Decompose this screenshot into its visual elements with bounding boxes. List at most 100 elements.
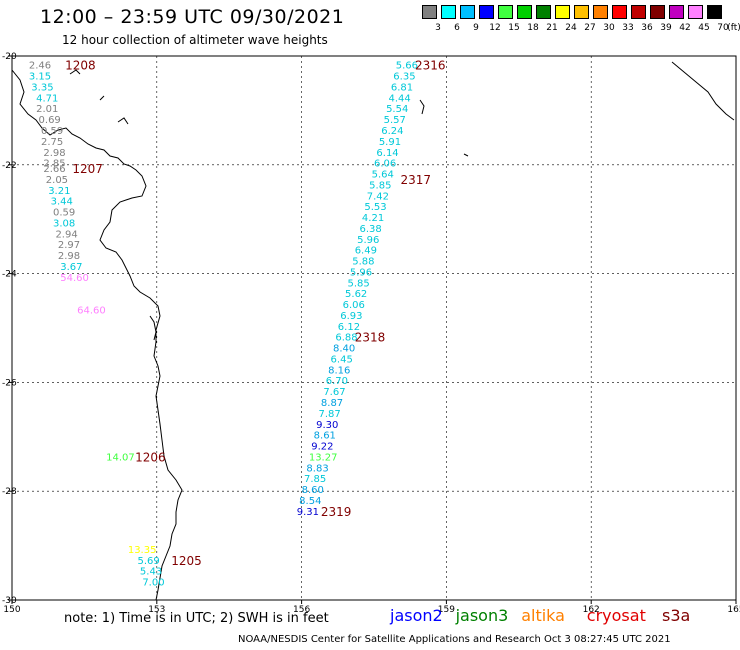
legend-s3a: s3a: [662, 606, 691, 625]
swh-value: 5.85: [347, 278, 369, 289]
swh-value: 5.96: [350, 267, 372, 278]
scale-label: 12: [489, 23, 501, 33]
swh-value: 5.62: [345, 289, 367, 300]
lon-tick-label: 162: [583, 605, 600, 615]
swh-value: 2.75: [41, 137, 63, 148]
units-note: note: 1) Time is in UTC; 2) SWH is in fe…: [64, 611, 329, 626]
altimeter-tracks: 2.463.153.354.712.010.690.592.752.982.85…: [29, 61, 418, 589]
swh-value: 6.45: [331, 354, 353, 365]
swh-value: 6.88: [335, 333, 357, 344]
lon-tick-label: 159: [438, 605, 455, 615]
swh-value: 7.42: [367, 191, 389, 202]
track-id: 1206: [135, 450, 166, 464]
swh-value: 7.85: [304, 474, 326, 485]
track-id: 2319: [321, 505, 352, 519]
swh-value: 5.43: [140, 567, 162, 578]
scale-label: 27: [584, 23, 596, 33]
swh-value: 5.53: [364, 202, 386, 213]
scale-swatch: [441, 5, 456, 19]
scale-swatch: [593, 5, 608, 19]
swh-value: 4.71: [36, 93, 58, 104]
swh-value: 8.60: [302, 485, 324, 496]
track-id: 2316: [415, 59, 446, 73]
swh-value: 5.54: [386, 104, 408, 115]
swh-value: 3.35: [31, 82, 53, 93]
track-id: 1205: [171, 554, 202, 568]
swh-value: 6.35: [393, 72, 415, 83]
scale-label: 45: [698, 23, 710, 33]
swh-value: 5.66: [396, 61, 418, 72]
swh-value: 5.57: [384, 115, 406, 126]
swh-value: 6.93: [340, 311, 362, 322]
swh-value: 6.49: [355, 246, 377, 257]
track-id: 1208: [65, 59, 96, 73]
scale-label: 18: [527, 23, 539, 33]
swh-value: 8.16: [328, 365, 350, 376]
swh-value: 8.61: [314, 431, 336, 442]
lat-tick-label: -20: [2, 52, 17, 62]
scale-label: 3: [435, 23, 441, 33]
swh-value: 2.66: [43, 164, 65, 175]
swh-value: 2.98: [58, 251, 80, 262]
swh-value: 8.54: [299, 496, 321, 507]
swh-value: 2.01: [36, 104, 58, 115]
map-subtitle: 12 hour collection of altimeter wave hei…: [62, 33, 328, 47]
whitsunday-islands: [69, 69, 129, 125]
swh-value: 8.40: [333, 344, 355, 355]
swh-value: 5.96: [357, 235, 379, 246]
swh-value: 6.06: [374, 159, 396, 170]
legend-cryosat: cryosat: [586, 606, 646, 625]
swh-value: 0.59: [41, 126, 63, 137]
new-caledonia: [671, 61, 735, 121]
swh-value: 3.44: [51, 197, 73, 208]
swh-value: 7.87: [318, 409, 340, 420]
swh-value: 2.85: [43, 159, 65, 170]
scale-label: 70: [717, 23, 729, 33]
swh-value: 0.59: [53, 208, 75, 219]
coastline: [11, 61, 735, 601]
lat-tick-label: -28: [2, 487, 17, 497]
australia-coastline: [11, 69, 183, 601]
swh-value: 7.67: [323, 387, 345, 398]
lon-tick-label: 153: [148, 605, 165, 615]
scale-label: 6: [454, 23, 460, 33]
swh-value: 5.69: [137, 556, 159, 567]
scale-unit: (ft): [727, 23, 740, 33]
swh-value: 5.88: [352, 257, 374, 268]
scale-label: 30: [603, 23, 615, 33]
swh-value: 5.85: [369, 180, 391, 191]
legend-jason2: jason2: [390, 606, 443, 625]
swh-value: 4.21: [362, 213, 384, 224]
swh-value: 2.46: [29, 61, 51, 72]
swh-value: 14.07: [106, 452, 135, 463]
swh-value: 9.22: [311, 442, 333, 453]
scale-label: 21: [546, 23, 558, 33]
swh-value: 3.67: [60, 262, 82, 273]
swh-value: 6.70: [326, 376, 348, 387]
scale-swatch: [498, 5, 513, 19]
scale-swatch: [555, 5, 570, 19]
swh-value: 6.12: [338, 322, 360, 333]
swh-value: 4.44: [388, 93, 410, 104]
legend-altika: altika: [521, 606, 565, 625]
lon-tick-label: 165: [727, 605, 740, 615]
fraser-island: [149, 315, 157, 341]
map-title: 12:00 – 23:59 UTC 09/30/2021: [40, 6, 345, 28]
scale-swatch: [669, 5, 684, 19]
swh-value: 6.38: [360, 224, 382, 235]
scale-swatch: [460, 5, 475, 19]
scale-label: 24: [565, 23, 577, 33]
swh-value: 2.97: [58, 240, 80, 251]
map-grid: [12, 56, 736, 600]
scale-label: 42: [679, 23, 691, 33]
swh-value: 3.21: [48, 186, 70, 197]
map-frame: [11, 55, 737, 601]
lat-tick-label: -22: [2, 161, 17, 171]
axis-ticks: 150 153 156 159 162 165 -20 -22 -24 -26 -28 -30: [2, 52, 740, 615]
lat-tick-label: -26: [2, 378, 17, 388]
swh-value: 13.27: [309, 452, 338, 463]
swh-value: 7.00: [142, 578, 164, 589]
scale-label: 39: [660, 23, 672, 33]
swh-value: 8.87: [321, 398, 343, 409]
lon-tick-label: 150: [3, 605, 20, 615]
